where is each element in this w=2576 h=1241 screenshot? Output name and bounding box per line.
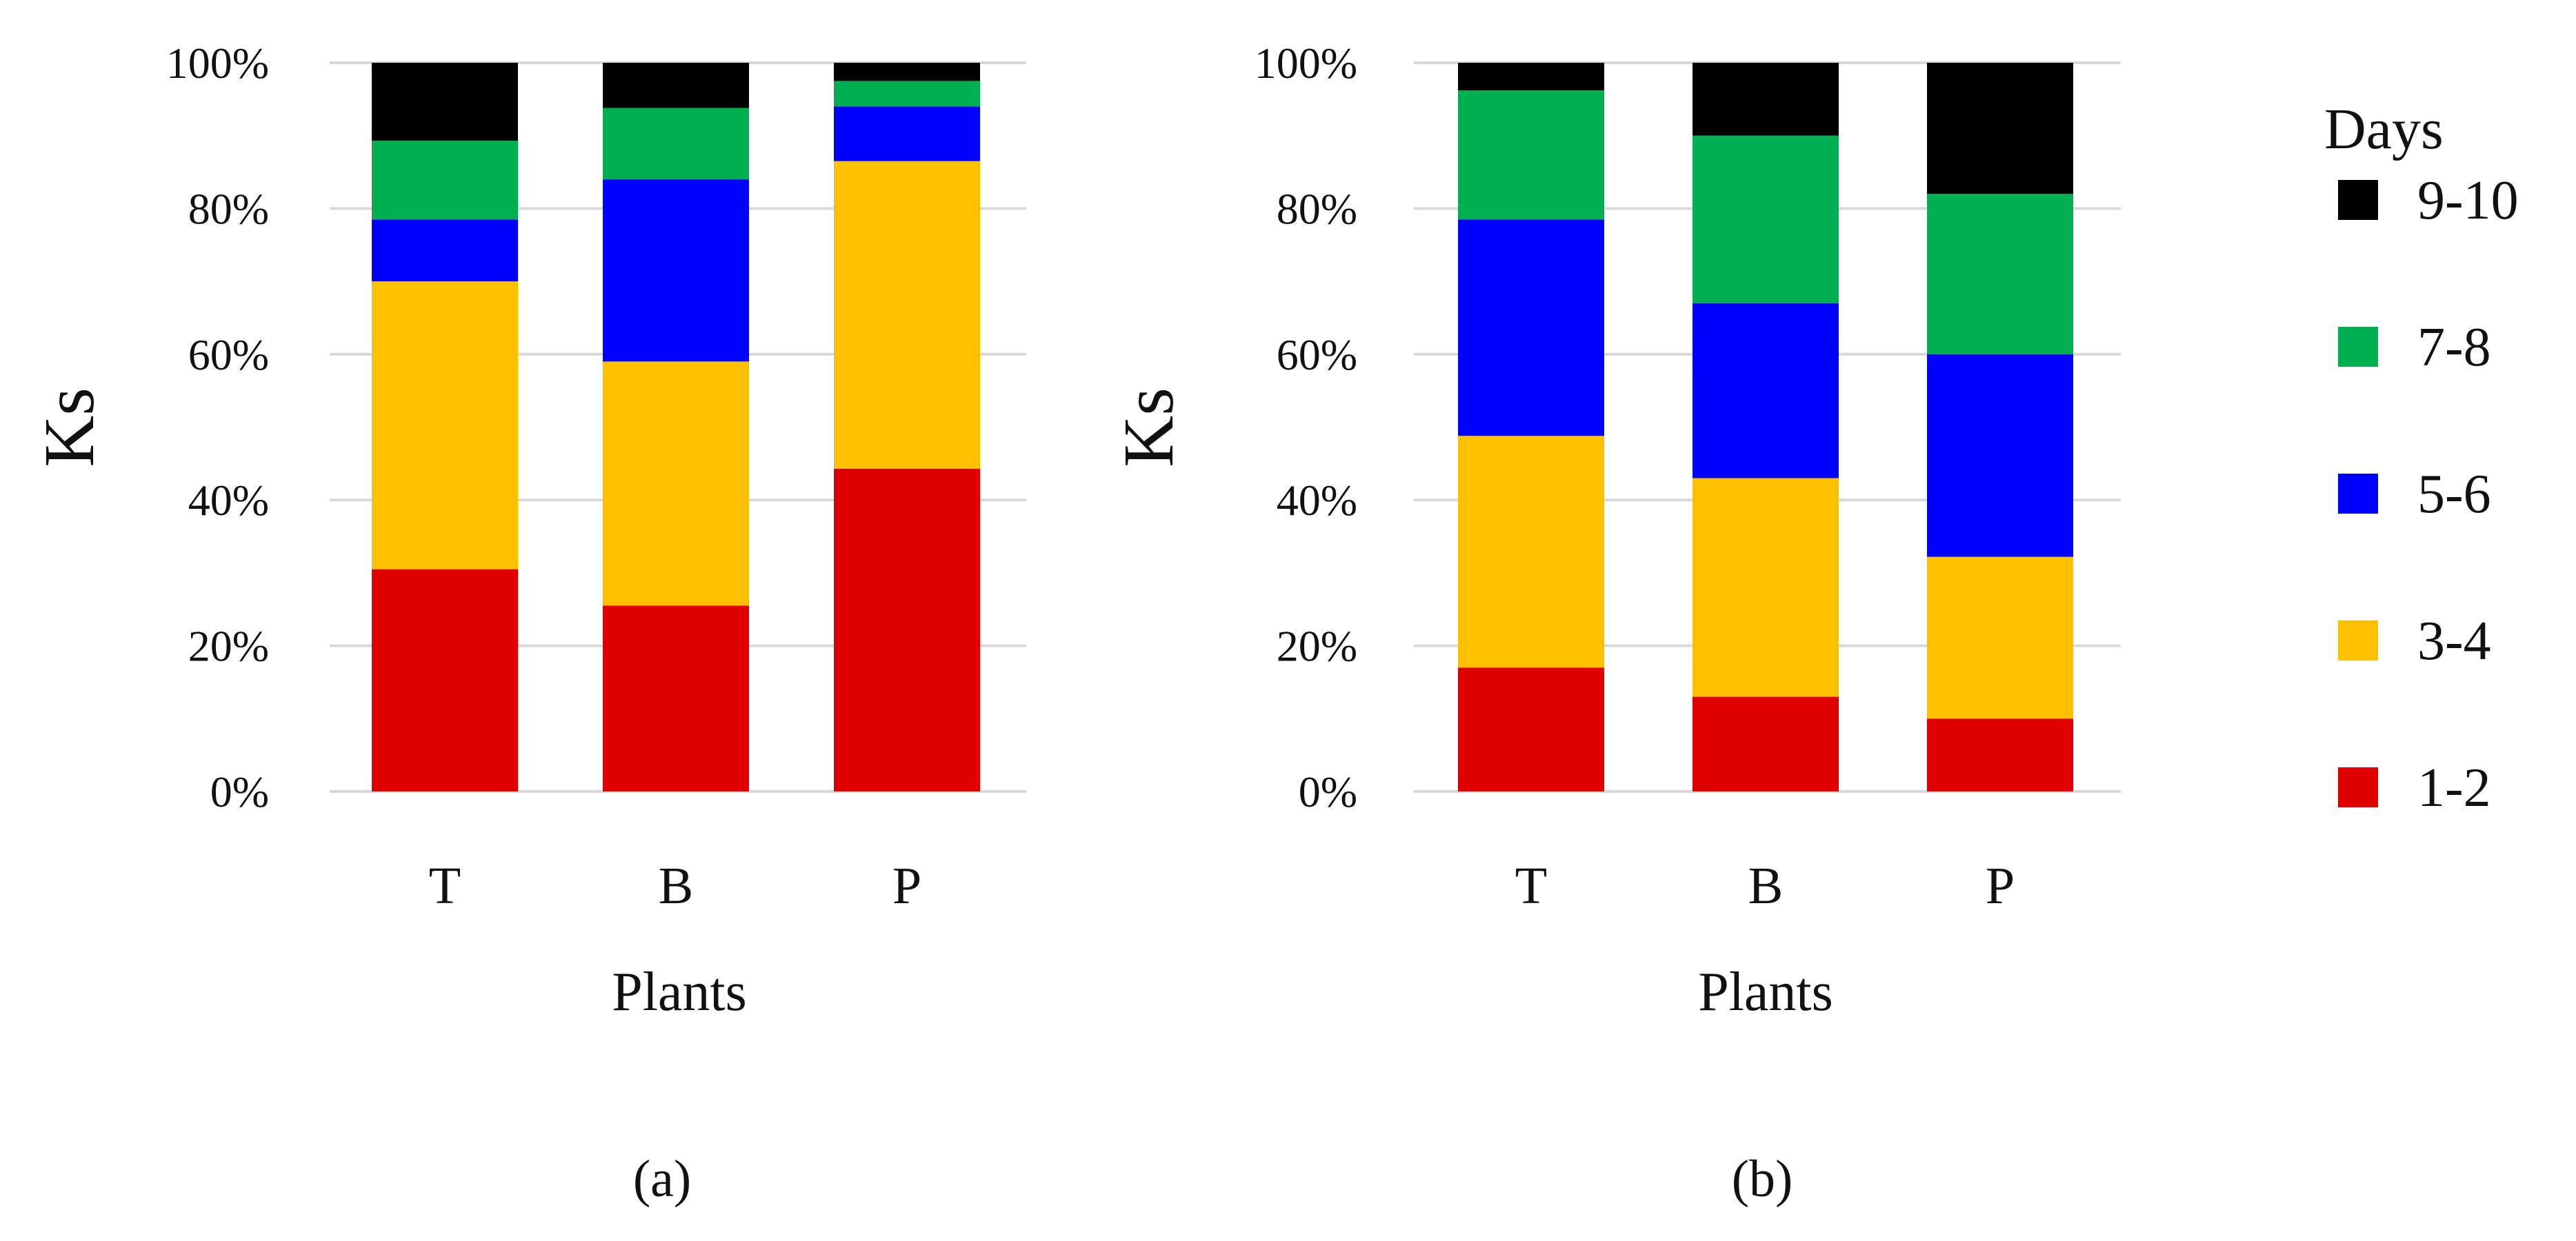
caption-b: (b): [1732, 1150, 1793, 1208]
y-tick-label: 80%: [188, 184, 269, 233]
bar-segment-b-P-9-10: [1927, 63, 2073, 194]
bar-segment-a-B-7-8: [603, 108, 749, 180]
legend-items: 9-10 7-8 5-6 3-4 1-2: [2338, 170, 2519, 818]
bar-segment-a-T-5-6: [372, 219, 518, 282]
bar-segment-b-T-5-6: [1458, 219, 1604, 436]
bar-segment-b-B-5-6: [1693, 303, 1839, 478]
bar-segment-a-B-3-4: [603, 361, 749, 606]
x-tick-label: P: [892, 857, 921, 915]
bar-segment-a-P-1-2: [834, 468, 980, 791]
x-tick-label: T: [1515, 857, 1547, 915]
bar-segment-b-T-1-2: [1458, 667, 1604, 791]
bar-segment-a-B-9-10: [603, 63, 749, 108]
caption-a: (a): [633, 1150, 691, 1208]
bar-segment-a-B-5-6: [603, 179, 749, 362]
bar-segment-b-T-9-10: [1458, 63, 1604, 91]
chart-panel-b: 0% 20% 40% 60% 80% 100% T B P Plants Ks (b): [1109, 39, 2121, 1208]
x-axis-label-b: Plants: [1698, 962, 1833, 1022]
bar-segment-b-T-7-8: [1458, 90, 1604, 220]
y-axis-label-b: Ks: [1109, 387, 1188, 467]
bar-segment-a-P-9-10: [834, 63, 980, 81]
bar-segment-b-B-7-8: [1693, 135, 1839, 303]
x-tick-label: B: [1748, 857, 1784, 915]
bar-segment-a-B-1-2: [603, 605, 749, 791]
legend-label-5-6: 5-6: [2417, 464, 2491, 525]
x-axis-label-a: Plants: [612, 962, 747, 1022]
bar-segment-a-P-5-6: [834, 106, 980, 161]
y-tick-label: 20%: [1277, 622, 1357, 671]
y-axis-label-a: Ks: [30, 387, 109, 467]
bar-segment-b-B-1-2: [1693, 696, 1839, 791]
legend-label-7-8: 7-8: [2417, 317, 2491, 378]
bar-segment-a-T-7-8: [372, 141, 518, 220]
y-tick-label: 60%: [1277, 330, 1357, 379]
y-tick-label: 100%: [1255, 39, 1357, 88]
y-tick-labels-b: 0% 20% 40% 60% 80% 100%: [1255, 39, 1357, 816]
legend: Days 9-10 7-8 5-6 3-4 1-2: [2324, 97, 2519, 818]
bar-segment-b-P-1-2: [1927, 718, 2073, 791]
y-tick-label: 0%: [1299, 767, 1357, 816]
bar-segment-a-P-7-8: [834, 81, 980, 107]
bar-segment-b-P-5-6: [1927, 354, 2073, 557]
y-tick-label: 20%: [188, 622, 269, 671]
y-tick-label: 60%: [188, 330, 269, 379]
legend-label-9-10: 9-10: [2417, 170, 2519, 231]
bar-segment-a-T-1-2: [372, 569, 518, 791]
bars-a: [372, 63, 980, 791]
legend-swatch-5-6: [2338, 474, 2378, 514]
legend-swatch-7-8: [2338, 327, 2378, 367]
y-tick-labels-a: 0% 20% 40% 60% 80% 100%: [166, 39, 269, 816]
legend-swatch-1-2: [2338, 767, 2378, 807]
bar-segment-b-T-3-4: [1458, 436, 1604, 668]
bar-segment-b-P-7-8: [1927, 194, 2073, 354]
legend-label-1-2: 1-2: [2417, 758, 2491, 818]
y-tick-label: 100%: [166, 39, 269, 88]
y-tick-label: 40%: [1277, 476, 1357, 525]
y-tick-label: 0%: [210, 767, 269, 816]
bar-segment-b-B-3-4: [1693, 478, 1839, 697]
legend-swatch-9-10: [2338, 180, 2378, 220]
y-tick-label: 80%: [1277, 184, 1357, 233]
x-tick-label: B: [659, 857, 694, 915]
legend-title: Days: [2324, 97, 2444, 161]
legend-swatch-3-4: [2338, 620, 2378, 660]
bars-b: [1458, 63, 2073, 791]
y-tick-label: 40%: [188, 476, 269, 525]
x-tick-label: T: [429, 857, 461, 915]
bar-segment-b-B-9-10: [1693, 63, 1839, 136]
x-tick-label: P: [1986, 857, 2015, 915]
bar-segment-a-P-3-4: [834, 161, 980, 469]
legend-label-3-4: 3-4: [2417, 611, 2491, 672]
chart-panel-a: 0% 20% 40% 60% 80% 100% T B P Plants Ks (a): [30, 39, 1026, 1208]
bar-segment-b-P-3-4: [1927, 556, 2073, 719]
bar-segment-a-T-9-10: [372, 63, 518, 141]
bar-segment-a-T-3-4: [372, 281, 518, 569]
